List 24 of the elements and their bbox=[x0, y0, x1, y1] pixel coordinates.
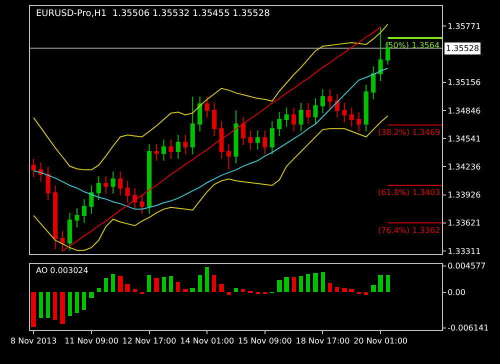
y-tick-label: -0.006141 bbox=[448, 324, 489, 333]
y-tick-label: 1.33926 bbox=[448, 190, 481, 200]
ref-line-label: (61.8%) 1.3403 bbox=[378, 188, 440, 197]
x-tick-label: 18 Nov 17:00 bbox=[296, 336, 350, 346]
y-tick-label: 1.34846 bbox=[448, 106, 481, 116]
ref-line-label: (76.4%) 1.3362 bbox=[378, 226, 440, 235]
y-tick-label: 1.35771 bbox=[448, 22, 481, 31]
y-tick-label: 1.35156 bbox=[448, 78, 481, 88]
x-tick-label: 11 Nov 09:00 bbox=[64, 336, 118, 346]
y-tick-label: 1.33311 bbox=[448, 246, 481, 256]
x-tick-label: 20 Nov 01:00 bbox=[354, 336, 408, 346]
x-tick-label: 14 Nov 01:00 bbox=[180, 336, 234, 346]
ref-line-label: 1.35528 bbox=[446, 44, 480, 53]
chart-title: EURUSD-Pro,H1 1.35506 1.35532 1.35455 1.35528 bbox=[36, 9, 270, 19]
y-tick-label: 1.34541 bbox=[448, 134, 481, 144]
x-tick-label: 8 Nov 2013 bbox=[10, 336, 57, 346]
y-tick-label: 0.004577 bbox=[448, 262, 486, 271]
y-tick-label: 0.00 bbox=[448, 288, 466, 298]
x-tick-label: 12 Nov 17:00 bbox=[122, 336, 176, 346]
y-tick-label: 1.34236 bbox=[448, 162, 481, 172]
x-tick-label: 15 Nov 09:00 bbox=[238, 336, 292, 346]
y-tick-label: 1.33621 bbox=[448, 218, 481, 228]
ref-line-label: (38.2%) 1.3469 bbox=[378, 128, 440, 137]
chart-title: AO 0.003024 bbox=[36, 266, 88, 275]
